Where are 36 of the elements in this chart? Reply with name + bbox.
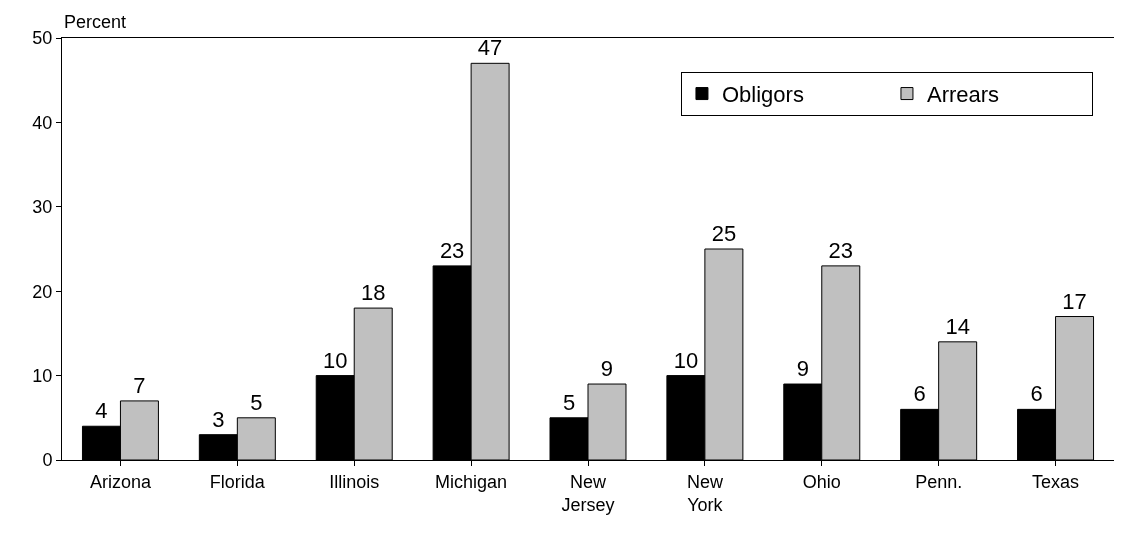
x-tick-label: Penn. <box>915 471 963 492</box>
data-label: 14 <box>945 313 970 339</box>
x-tick-label: Arizona <box>89 471 152 492</box>
x-tick-label: Ohio <box>802 471 841 492</box>
data-label: 6 <box>1030 381 1043 407</box>
x-tick-label: Florida <box>209 471 266 492</box>
x-tick-label: New Jersey <box>561 471 615 515</box>
data-label: 47 <box>477 35 503 61</box>
data-label: 23 <box>439 237 465 263</box>
y-tick-label: 10 <box>32 365 53 386</box>
data-label: 25 <box>711 221 737 246</box>
legend-label: Arrears <box>926 82 1000 108</box>
y-tick-label: 0 <box>42 450 53 471</box>
data-label: 5 <box>250 389 263 415</box>
y-tick-label: 50 <box>32 28 53 49</box>
data-label: 6 <box>913 381 926 407</box>
data-label: 17 <box>1062 288 1087 314</box>
x-tick-label: New York <box>686 471 724 515</box>
x-tick-label: Texas <box>1032 471 1080 492</box>
x-tick-label: Michigan <box>435 471 508 492</box>
y-tick-label: 20 <box>32 281 53 302</box>
data-label: 7 <box>133 372 146 398</box>
data-label: 10 <box>673 347 699 373</box>
legend-label: Obligors <box>721 82 804 108</box>
x-tick-label: Illinois <box>329 471 380 492</box>
data-label: 9 <box>600 356 614 382</box>
data-label: 10 <box>322 347 348 373</box>
data-label: 9 <box>796 356 809 382</box>
data-label: 3 <box>212 406 225 432</box>
data-label: 23 <box>828 237 854 263</box>
data-label: 18 <box>360 280 386 306</box>
y-tick-label: 40 <box>32 112 53 133</box>
data-label: 4 <box>95 398 108 424</box>
y-axis-title: Percent <box>64 12 127 32</box>
y-tick-label: 30 <box>32 197 53 218</box>
data-label: 5 <box>562 389 576 415</box>
